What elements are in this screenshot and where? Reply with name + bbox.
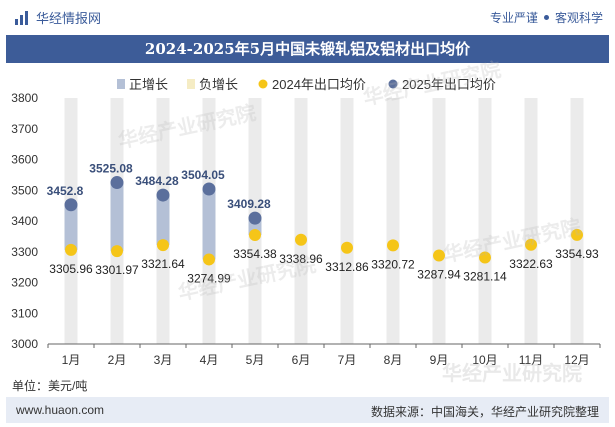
point-2025: [110, 176, 124, 190]
top-bar: 华经情报网 专业严谨 客观科学: [0, 0, 615, 34]
growth-bar-positive: [110, 182, 124, 252]
legend-label-2025: 2025年出口均价: [402, 77, 496, 92]
column-background: [478, 98, 492, 344]
footer: www.huaon.com 数据来源：中国海关，华经产业研究院整理: [6, 397, 609, 423]
x-tick-label: 5月: [246, 353, 265, 367]
unit-label: 单位：美元/吨: [12, 379, 88, 393]
legend-swatch-negative: [187, 79, 195, 89]
legend-label-positive: 正增长: [129, 77, 168, 92]
data-label-2025: 3452.8: [47, 184, 84, 198]
x-tick-label: 11月: [519, 353, 543, 367]
y-tick-label: 3700: [11, 122, 38, 136]
data-label-2024: 3305.96: [49, 262, 93, 276]
x-tick-label: 10月: [472, 353, 497, 367]
y-tick-label: 3400: [11, 214, 38, 228]
point-2024: [203, 253, 215, 266]
x-tick-label: 3月: [154, 353, 173, 367]
data-label-2024: 3321.64: [141, 257, 185, 271]
y-tick-label: 3000: [11, 337, 38, 351]
brand-name: 华经情报网: [36, 11, 102, 26]
point-2024: [341, 241, 353, 254]
column-background: [340, 98, 354, 344]
y-tick-label: 3800: [11, 91, 38, 105]
data-label-2024: 3338.96: [279, 252, 323, 266]
watermark: 华经产业研究院: [442, 361, 582, 385]
legend-label-2024: 2024年出口均价: [272, 77, 366, 92]
legend-marker-2025: [388, 79, 398, 89]
slogan: 专业严谨 客观科学: [490, 9, 603, 26]
slogan-dot-icon: [543, 15, 549, 21]
x-tick-label: 12月: [564, 353, 589, 367]
data-label-2024: 3320.72: [371, 257, 415, 271]
slogan-left: 专业严谨: [489, 11, 538, 25]
point-2025: [64, 198, 78, 212]
point-2024: [157, 239, 169, 252]
footer-website[interactable]: www.huaon.com: [16, 403, 105, 417]
watermark: 华经产业研究院: [116, 100, 258, 153]
point-2024: [65, 243, 77, 256]
data-label-2025: 3504.05: [181, 168, 225, 182]
slogan-right: 客观科学: [554, 11, 603, 25]
point-2025: [202, 182, 216, 196]
legend-marker-2024: [258, 79, 268, 89]
data-label-2025: 3409.28: [227, 197, 271, 211]
column-background: [432, 98, 446, 344]
y-tick-label: 3100: [11, 306, 38, 320]
data-label-2024: 3274.99: [187, 271, 231, 285]
point-2024: [525, 238, 537, 251]
x-tick-label: 7月: [338, 353, 357, 367]
data-label-2025: 3525.08: [89, 162, 133, 176]
point-2024: [479, 251, 491, 264]
data-label-2024: 3281.14: [463, 270, 507, 284]
y-tick-label: 3500: [11, 183, 38, 197]
data-label-2024: 3287.94: [417, 267, 461, 281]
footer-source: 数据来源：中国海关，华经产业研究院整理: [370, 405, 599, 419]
x-tick-label: 1月: [62, 353, 81, 367]
point-2024: [111, 245, 123, 258]
point-2025: [156, 188, 170, 202]
growth-bar-positive: [202, 189, 216, 260]
column-background: [294, 98, 308, 344]
data-label-2024: 3354.38: [233, 247, 277, 261]
column-background: [570, 98, 584, 344]
legend-swatch-positive: [117, 79, 125, 89]
column-background: [524, 98, 538, 344]
point-2024: [249, 229, 261, 242]
point-2024: [571, 228, 583, 241]
column-background: [386, 98, 400, 344]
data-label-2024: 3354.93: [555, 247, 599, 261]
legend-label-negative: 负增长: [199, 77, 238, 92]
data-label-2024: 3312.86: [325, 260, 369, 274]
x-tick-label: 4月: [200, 353, 219, 367]
x-tick-label: 9月: [430, 353, 449, 367]
growth-bar-positive: [64, 204, 78, 250]
brand-logo-icon: [15, 10, 28, 25]
x-tick-label: 2月: [108, 353, 127, 367]
y-tick-label: 3300: [11, 245, 38, 259]
brand[interactable]: 华经情报网: [14, 8, 101, 27]
data-label-2024: 3322.63: [509, 257, 553, 271]
x-tick-label: 6月: [292, 353, 311, 367]
data-label-2025: 3484.28: [135, 174, 179, 188]
y-tick-label: 3200: [11, 276, 38, 290]
point-2024: [433, 249, 445, 262]
point-2024: [387, 239, 399, 252]
y-tick-label: 3600: [11, 153, 38, 167]
point-2024: [295, 233, 307, 246]
x-tick-label: 8月: [384, 353, 403, 367]
growth-bar-positive: [156, 195, 170, 246]
chart-title: 2024-2025年5月中国未锻轧铝及铝材出口均价: [6, 35, 609, 63]
data-label-2024: 3301.97: [95, 263, 139, 277]
point-2025: [248, 211, 262, 225]
